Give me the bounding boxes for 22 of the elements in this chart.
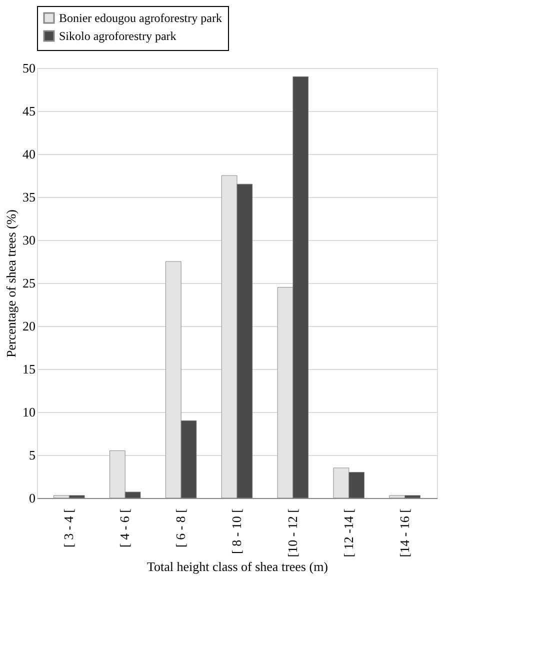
x-tick-label: [ 4 - 6 [ [117,508,132,548]
x-tick-label: [ 6 - 8 [ [173,508,188,548]
y-tick-label: 35 [22,190,36,204]
x-tick-label: [ 8 - 10 [ [229,508,244,554]
x-tick-label: [14 - 16 [ [396,508,412,558]
y-tick-label: 25 [22,276,36,290]
legend-label: Bonier edougou agroforestry park [59,11,222,25]
y-tick-label: 15 [22,362,36,376]
x-tick-label: [10 - 12 [ [284,508,300,558]
y-tick-label: 50 [22,60,36,76]
y-tick-label: 10 [22,404,36,420]
x-tick-label: [ 3 - 4 [ [61,508,76,548]
legend-label: Sikolo agroforestry park [59,29,176,43]
y-tick-label: 0 [29,490,36,506]
x-tick-label: [ 12 -14 [ [340,508,356,558]
y-axis-title: Percentage of shea trees (%) [4,210,18,358]
y-tick-label: 20 [22,318,36,334]
y-tick-label: 30 [22,232,36,248]
y-tick-label: 5 [29,448,36,462]
y-tick-label: 40 [22,146,36,162]
x-axis-title: Total height class of shea trees (m) [146,559,328,574]
y-tick-label: 45 [22,104,36,118]
